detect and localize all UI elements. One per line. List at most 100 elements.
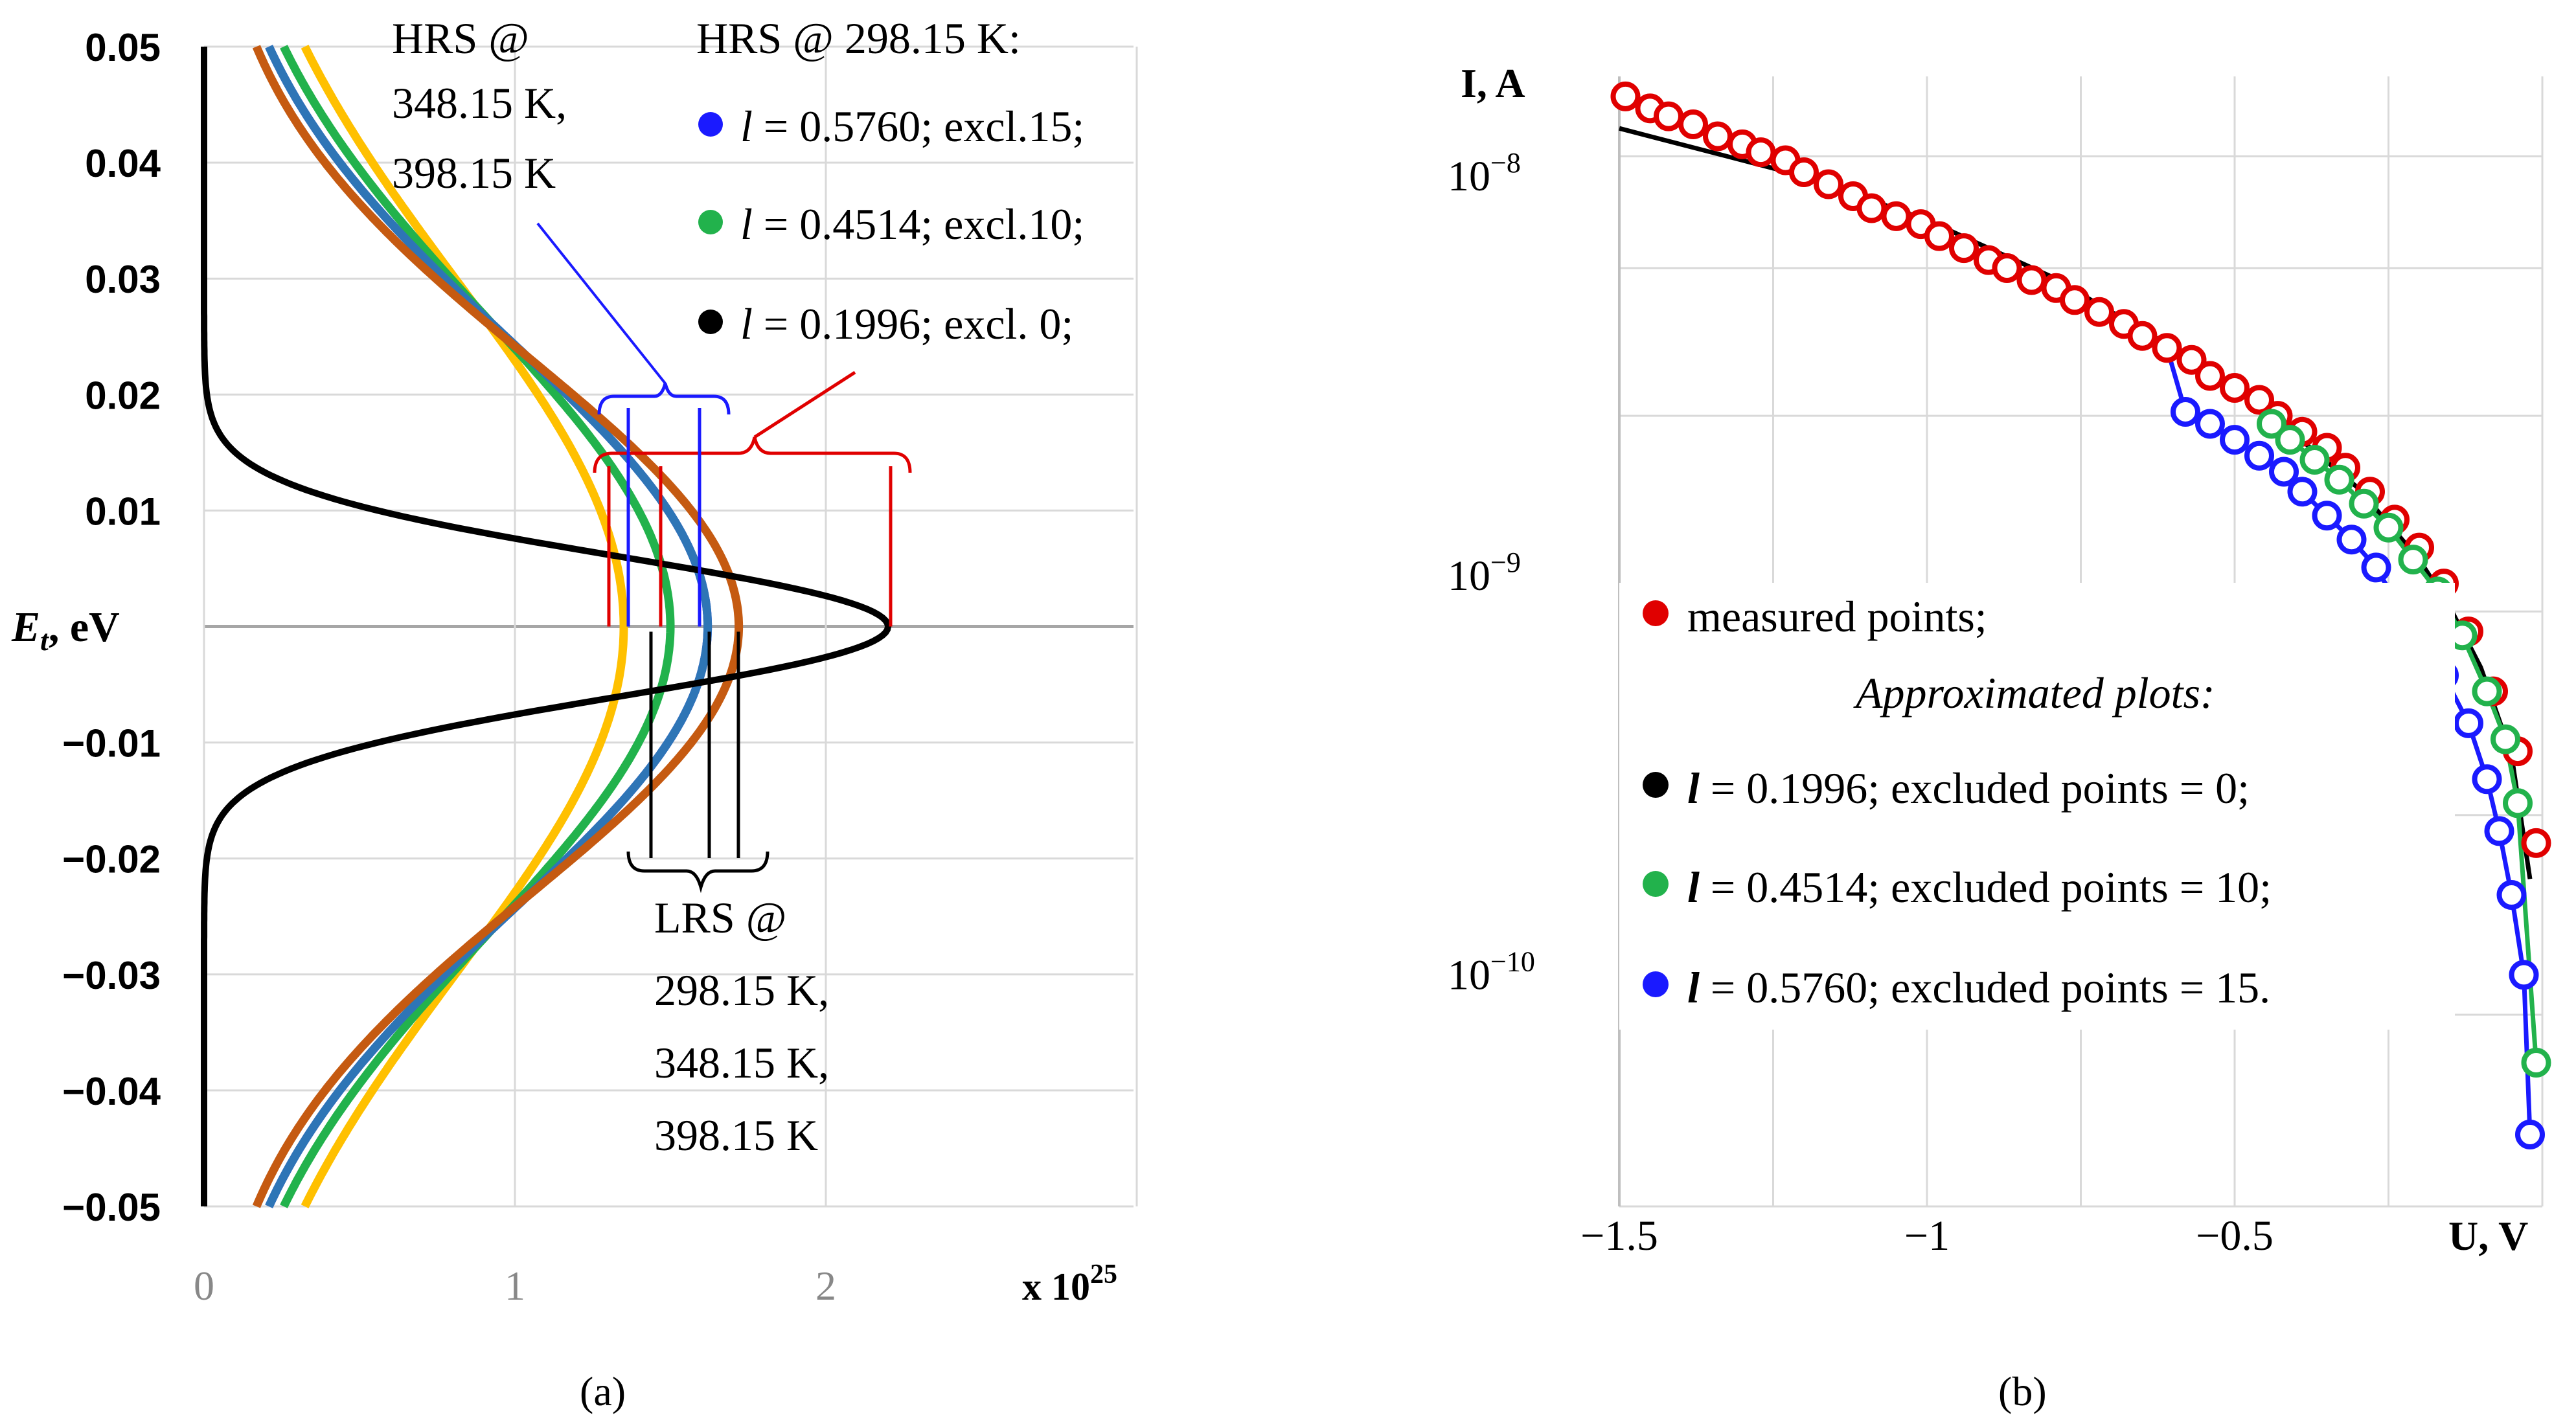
marker-measured: [2127, 321, 2158, 351]
marker-measured: [1703, 121, 1733, 152]
y-tick-label: −0.01: [62, 722, 161, 765]
panel-a-curves: [201, 45, 892, 1208]
marker-blue: [2515, 1120, 2545, 1150]
y-tick-label: 0.05: [85, 26, 161, 69]
marker-blue: [2336, 525, 2367, 555]
marker-measured: [1881, 201, 1911, 231]
marker-green: [2472, 676, 2502, 706]
marker-green: [2398, 545, 2428, 575]
marker-blue: [2269, 457, 2299, 487]
marker-measured: [1746, 137, 1776, 168]
panel-a-brackets: [536, 222, 912, 894]
x-tick-label: −0.5: [2196, 1212, 2274, 1260]
legend-b-text-blue: l = 0.5760; excluded points = 15.: [1687, 963, 2270, 1012]
legend-a-text-green: l = 0.4514; excl.10;: [740, 199, 1084, 249]
hrs-298-brace: [593, 436, 912, 473]
svg-text:398.15 K: 398.15 K: [654, 1111, 818, 1160]
marker-green: [2491, 724, 2520, 754]
marker-blue: [2484, 816, 2514, 846]
svg-text:348.15 K,: 348.15 K,: [392, 78, 567, 128]
x-tick-label: −1.5: [1580, 1212, 1658, 1260]
x-tick-label: 2: [815, 1263, 836, 1309]
marker-green: [2373, 512, 2404, 543]
curve-black: [201, 47, 892, 1206]
panel-a-x-label: x 1025: [1022, 1260, 1117, 1308]
marker-blue: [2472, 764, 2502, 795]
x-tick-label: 0: [194, 1263, 214, 1309]
marker-blue: [2195, 409, 2225, 439]
legend-a-text-blue: l = 0.5760; excl.15;: [740, 102, 1084, 151]
marker-measured: [1924, 221, 1954, 251]
marker-blue: [2244, 440, 2274, 471]
annotation-hrs-298-title: HRS @ 298.15 K:: [696, 14, 1021, 63]
marker-measured: [2060, 285, 2090, 315]
y-tick-label: 10−8: [1448, 147, 1521, 200]
panel-a-chart: 0.05 0.04 0.03 0.02 0.01 −0.01 −0.02 −0.03 −0.04…: [11, 14, 1138, 1414]
legend-b-marker-measured: [1643, 600, 1669, 626]
marker-measured: [1654, 101, 1683, 131]
marker-green: [2275, 425, 2305, 455]
marker-measured: [1949, 233, 1979, 264]
curve-yellow: [301, 45, 628, 1208]
legend-a-text-black: l = 0.1996; excl. 0;: [740, 299, 1073, 348]
legend-a-marker-blue: [698, 112, 723, 137]
panel-a-x-ticks: 0 1 2: [194, 1263, 836, 1309]
hrs-298-leader: [753, 370, 856, 439]
panel-b-legend: measured points; Approximated plots: l =…: [1619, 583, 2455, 1030]
marker-green: [2324, 464, 2354, 495]
panel-a-y-ticks: 0.05 0.04 0.03 0.02 0.01 −0.01 −0.02 −0.03 −0.04…: [62, 26, 161, 1229]
marker-blue: [2496, 880, 2527, 910]
y-tick-label: −0.02: [62, 838, 161, 881]
annotation-lrs: LRS @ 298.15 K, 348.15 K, 398.15 K: [654, 893, 829, 1160]
panel-b-x-ticks: −1.5 −1 −0.5: [1580, 1212, 2274, 1260]
legend-b-text-black: l = 0.1996; excluded points = 0;: [1687, 763, 2250, 813]
marker-blue: [2312, 501, 2342, 531]
curve-brown: [252, 45, 744, 1208]
marker-green: [2503, 788, 2533, 819]
panel-b-x-label: U, V: [2448, 1213, 2528, 1259]
panel-b-y-label: I, A: [1461, 60, 1525, 106]
marker-measured: [2016, 265, 2047, 295]
y-tick-label: 10−9: [1448, 547, 1521, 600]
annotation-hrs-other: HRS @ 348.15 K, 398.15 K: [392, 14, 567, 198]
marker-green: [2257, 409, 2286, 439]
marker-measured: [2176, 345, 2207, 375]
y-tick-label: −0.04: [62, 1070, 161, 1113]
marker-blue: [2287, 477, 2318, 507]
marker-measured: [2084, 297, 2114, 327]
marker-blue: [2171, 396, 2200, 427]
legend-b-background: [1619, 583, 2455, 1030]
marker-blue: [2361, 552, 2391, 583]
hrs-other-brace: [597, 383, 731, 415]
y-tick-label: 0.04: [85, 142, 161, 185]
marker-measured: [2220, 372, 2250, 403]
panel-a-legend: l = 0.5760; excl.15; l = 0.4514; excl.10…: [698, 102, 1084, 348]
marker-measured: [1992, 253, 2022, 283]
y-tick-label: −0.03: [62, 954, 161, 997]
lrs-brace: [626, 851, 769, 894]
legend-b-marker-green: [1643, 871, 1669, 897]
hrs-other-leader: [536, 222, 667, 385]
marker-measured: [1814, 169, 1843, 199]
marker-green: [2349, 488, 2379, 519]
panel-b-chart: −1.5 −1 −0.5 10−8 10−9 10−10 I, A U, V measu…: [1448, 60, 2551, 1414]
y-tick-label: −0.05: [62, 1186, 161, 1229]
marker-blue: [2220, 425, 2250, 455]
legend-a-marker-green: [698, 210, 723, 234]
legend-b-text-measured: measured points;: [1687, 592, 1987, 641]
svg-text:348.15 K,: 348.15 K,: [654, 1038, 829, 1087]
svg-text:LRS @: LRS @: [654, 893, 786, 942]
panel-b-caption: (b): [1998, 1368, 2047, 1414]
x-tick-label: 1: [505, 1263, 525, 1309]
curve-green: [280, 45, 675, 1208]
legend-b-marker-black: [1643, 772, 1669, 798]
marker-measured: [1610, 81, 1641, 111]
panel-b-y-ticks: 10−8 10−9 10−10: [1448, 147, 1535, 999]
marker-measured: [1856, 193, 1887, 223]
legend-b-text-green: l = 0.4514; excluded points = 10;: [1687, 863, 2272, 912]
marker-green: [2299, 444, 2330, 475]
x-tick-label: −1: [1904, 1212, 1950, 1260]
marker-blue: [2454, 708, 2483, 738]
svg-text:HRS @: HRS @: [392, 14, 529, 63]
